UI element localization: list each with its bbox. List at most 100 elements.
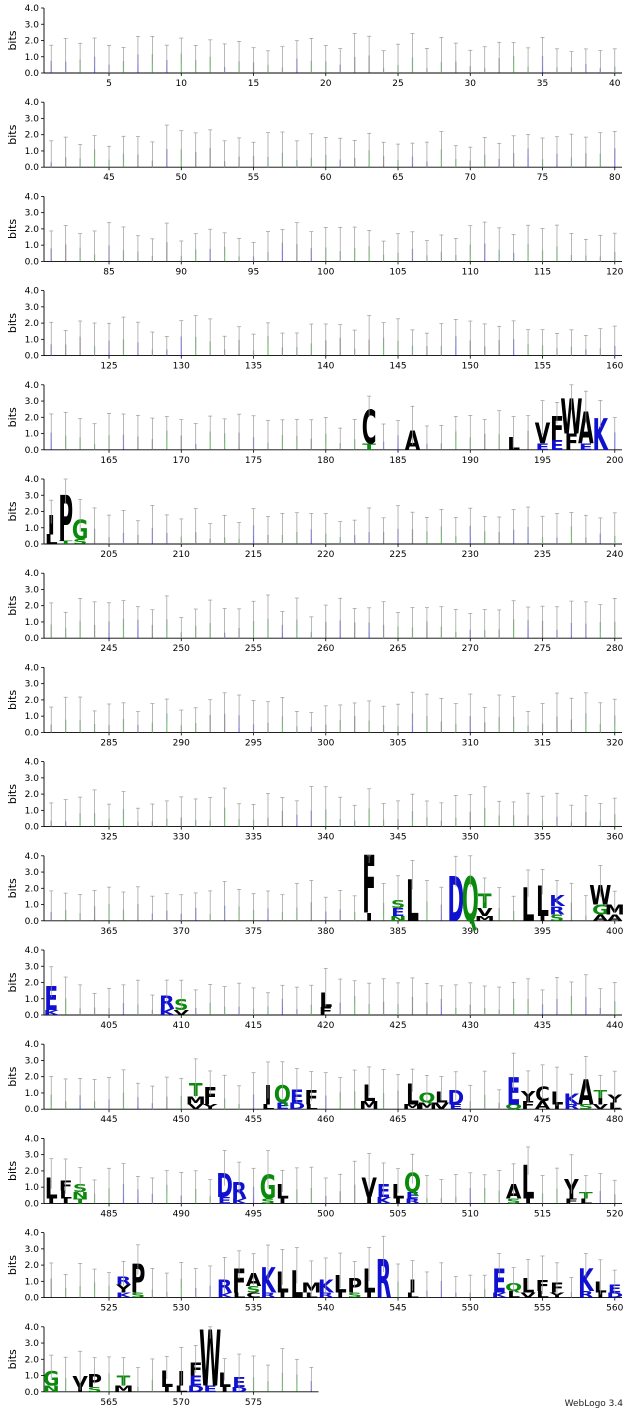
x-tick-label: 160 bbox=[606, 362, 623, 372]
logo-letter-R: R bbox=[549, 904, 565, 917]
x-tick-label: 495 bbox=[245, 1209, 262, 1219]
logo-letter-I: I bbox=[539, 915, 546, 923]
x-tick-label: 80 bbox=[609, 173, 621, 183]
x-tick-label: 85 bbox=[103, 267, 114, 277]
logo-letter-V: V bbox=[188, 1103, 204, 1111]
logo-letter-T: T bbox=[59, 540, 73, 545]
logo-letter-I: I bbox=[62, 1197, 69, 1205]
logo-letter-L: L bbox=[522, 879, 535, 932]
x-tick-label: 540 bbox=[317, 1304, 334, 1314]
logo-letter-L: L bbox=[45, 532, 58, 548]
x-tick-label: 120 bbox=[606, 267, 623, 277]
x-tick-label: 470 bbox=[462, 1115, 479, 1125]
x-tick-label: 510 bbox=[462, 1209, 479, 1219]
x-tick-label: 185 bbox=[389, 456, 406, 466]
y-tick-label: 4.0 bbox=[25, 569, 40, 579]
x-tick-label: 515 bbox=[534, 1209, 551, 1219]
x-tick-label: 535 bbox=[245, 1304, 262, 1314]
y-tick-label: 1.0 bbox=[25, 1277, 40, 1287]
logo-letter-E: E bbox=[44, 981, 58, 1018]
logo-letter-Q: Q bbox=[505, 1103, 522, 1111]
x-tick-label: 530 bbox=[173, 1304, 190, 1314]
x-tick-label: 295 bbox=[245, 738, 262, 748]
y-tick-label: 2.0 bbox=[25, 1355, 40, 1365]
logo-letter-L: L bbox=[305, 1103, 318, 1111]
y-tick-label: 0.0 bbox=[25, 917, 40, 927]
low-info-stack bbox=[354, 995, 356, 1015]
low-info-stack bbox=[455, 431, 457, 450]
logo-letter-Y: Y bbox=[115, 1283, 131, 1296]
logo-letter-P: P bbox=[131, 1257, 146, 1302]
logo-letter-M: M bbox=[475, 915, 495, 923]
logo-letter-S: S bbox=[261, 1197, 275, 1205]
y-tick-label: 3.0 bbox=[25, 1245, 40, 1255]
logo-letter-S: S bbox=[347, 1291, 361, 1299]
y-tick-label: 0.0 bbox=[25, 1199, 40, 1209]
logo-letter-V: V bbox=[174, 1009, 190, 1017]
logo-letter-F: F bbox=[203, 1083, 217, 1111]
logo-letter-F: F bbox=[521, 1099, 535, 1112]
logo-letter-T: T bbox=[73, 1197, 88, 1205]
logo-letter-S: S bbox=[73, 538, 87, 546]
logo-letter-R: R bbox=[318, 1291, 334, 1299]
y-tick-label: 3.0 bbox=[25, 114, 40, 124]
logo-letter-R: R bbox=[376, 1250, 391, 1311]
x-tick-label: 100 bbox=[317, 267, 334, 277]
logo-letter-Y: Y bbox=[606, 1093, 622, 1106]
logo-letter-N: N bbox=[43, 1384, 60, 1394]
x-tick-label: 35 bbox=[537, 79, 548, 89]
x-tick-label: 180 bbox=[317, 456, 334, 466]
logo-letter-R: R bbox=[578, 1290, 594, 1300]
y-tick-label: 0.0 bbox=[25, 823, 40, 833]
logo-letter-E: E bbox=[276, 1101, 290, 1111]
x-tick-label: 205 bbox=[100, 550, 117, 560]
y-axis-label: bits bbox=[6, 124, 19, 144]
x-tick-label: 10 bbox=[176, 79, 188, 89]
x-tick-label: 395 bbox=[534, 927, 551, 937]
y-tick-label: 3.0 bbox=[25, 20, 40, 30]
y-tick-label: 2.0 bbox=[25, 1167, 40, 1177]
x-tick-label: 90 bbox=[176, 267, 188, 277]
logo-letter-G: G bbox=[592, 903, 608, 919]
y-tick-label: 0.0 bbox=[25, 1388, 40, 1398]
logo-letter-I: I bbox=[279, 1197, 286, 1205]
y-tick-label: 1.0 bbox=[25, 147, 40, 157]
x-tick-label: 5 bbox=[106, 79, 112, 89]
logo-letter-N: N bbox=[72, 1191, 89, 1201]
y-tick-label: 4.0 bbox=[25, 381, 40, 391]
logo-letter-K: K bbox=[491, 1291, 508, 1299]
logo-letter-N: N bbox=[390, 915, 407, 923]
logo-letter-L: L bbox=[262, 1103, 275, 1111]
y-tick-label: 4.0 bbox=[25, 1134, 40, 1144]
logo-letter-K: K bbox=[217, 1291, 234, 1299]
y-tick-label: 0.0 bbox=[25, 1011, 40, 1021]
logo-letter-L: L bbox=[536, 878, 549, 926]
x-tick-label: 235 bbox=[534, 550, 551, 560]
x-tick-label: 555 bbox=[534, 1304, 551, 1314]
y-tick-label: 3.0 bbox=[25, 397, 40, 407]
logo-letter-I: I bbox=[597, 1291, 604, 1299]
low-info-stack bbox=[137, 619, 139, 639]
y-tick-label: 0.0 bbox=[25, 1294, 40, 1304]
y-tick-label: 2.0 bbox=[25, 884, 40, 894]
x-tick-label: 360 bbox=[606, 833, 623, 843]
low-info-stack bbox=[180, 336, 182, 356]
y-axis-label: bits bbox=[6, 595, 19, 615]
x-tick-label: 365 bbox=[100, 927, 117, 937]
x-tick-label: 355 bbox=[534, 833, 551, 843]
logo-letter-S: S bbox=[131, 1291, 145, 1299]
logo-letter-L: L bbox=[406, 1078, 419, 1112]
logo-letter-S: S bbox=[506, 1197, 520, 1205]
low-info-stack bbox=[93, 149, 96, 168]
logo-letter-I: I bbox=[47, 509, 54, 541]
x-tick-label: 200 bbox=[606, 456, 623, 466]
logo-letter-D: D bbox=[187, 1384, 204, 1394]
y-axis-label: bits bbox=[6, 1349, 19, 1369]
y-tick-label: 1.0 bbox=[25, 1183, 40, 1193]
x-tick-label: 480 bbox=[606, 1115, 623, 1125]
low-info-stack bbox=[339, 337, 341, 356]
x-tick-label: 305 bbox=[389, 738, 406, 748]
x-tick-label: 450 bbox=[173, 1115, 190, 1125]
x-tick-label: 325 bbox=[100, 833, 117, 843]
